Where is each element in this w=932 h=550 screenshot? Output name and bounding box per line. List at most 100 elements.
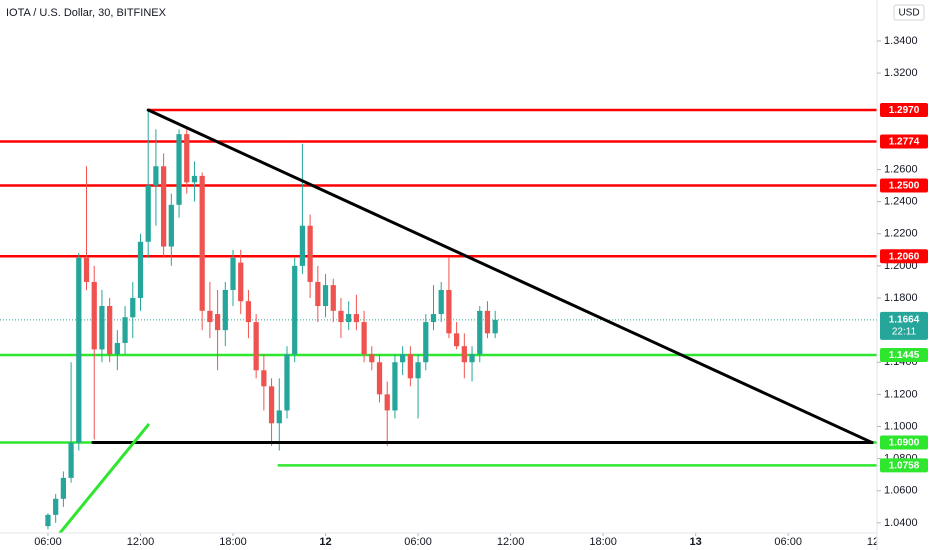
candle-body bbox=[214, 314, 221, 331]
candle-body bbox=[191, 175, 198, 183]
candle-body bbox=[137, 241, 144, 298]
candle-body bbox=[430, 314, 437, 323]
candle-body bbox=[284, 354, 290, 411]
countdown-label: 22:11 bbox=[892, 326, 917, 337]
candle-body bbox=[91, 281, 97, 350]
candle-body bbox=[168, 204, 174, 247]
level-price-label: 1.2060 bbox=[889, 251, 920, 262]
candle-body bbox=[299, 225, 306, 266]
currency-label[interactable]: USD bbox=[898, 8, 919, 19]
candle-body bbox=[99, 306, 105, 350]
candle-body bbox=[238, 262, 244, 302]
y-tick-label: 1.1800 bbox=[884, 292, 918, 304]
candle-body bbox=[407, 354, 413, 379]
candle-body bbox=[60, 477, 67, 499]
candle-body bbox=[484, 310, 491, 334]
candle-body bbox=[268, 386, 275, 424]
last-price-box bbox=[880, 311, 928, 340]
candle-body bbox=[245, 301, 252, 323]
candle-body bbox=[492, 319, 498, 334]
y-tick-label: 1.3400 bbox=[884, 35, 918, 47]
candle-body bbox=[361, 322, 367, 355]
candle-body bbox=[199, 175, 205, 311]
y-tick-label: 1.3200 bbox=[884, 67, 918, 79]
candle-body bbox=[83, 257, 90, 282]
candle-body bbox=[222, 289, 228, 331]
candle-body bbox=[307, 225, 313, 282]
y-tick-label: 1.1200 bbox=[884, 388, 918, 400]
candle-body bbox=[107, 306, 113, 355]
level-price-box bbox=[880, 348, 928, 363]
candle-body bbox=[446, 289, 452, 334]
candle-body bbox=[261, 370, 267, 387]
level-price-label: 1.0758 bbox=[889, 461, 920, 472]
candle-body bbox=[130, 297, 136, 318]
candle-body bbox=[453, 333, 460, 347]
x-tick-label: 12:00 bbox=[497, 536, 525, 548]
level-price-label: 1.2500 bbox=[889, 181, 920, 192]
x-tick-label: 06:00 bbox=[404, 536, 432, 548]
candle-body bbox=[477, 310, 483, 355]
candle-body bbox=[376, 362, 383, 395]
candle-body bbox=[68, 442, 74, 478]
candle-body bbox=[415, 362, 421, 379]
candle-body bbox=[469, 354, 475, 363]
candle-body bbox=[400, 354, 406, 363]
y-tick-label: 1.1000 bbox=[884, 420, 918, 432]
candle-body bbox=[461, 346, 467, 363]
candle-body bbox=[369, 354, 375, 363]
candle-body bbox=[160, 166, 167, 247]
trend-line bbox=[58, 423, 150, 533]
level-price-label: 1.2970 bbox=[889, 105, 920, 116]
candle-body bbox=[145, 185, 151, 242]
x-tick-label: 18:00 bbox=[589, 536, 617, 548]
y-tick-label: 1.0400 bbox=[884, 517, 918, 529]
x-tick-label: 12:00 bbox=[867, 536, 895, 548]
candle-body bbox=[230, 257, 236, 290]
level-price-label: 1.2774 bbox=[889, 137, 920, 148]
y-tick-label: 1.2600 bbox=[884, 163, 918, 175]
level-price-label: 1.0900 bbox=[889, 438, 920, 449]
candle-body bbox=[176, 134, 182, 205]
candle-body bbox=[276, 410, 282, 424]
level-price-box bbox=[880, 103, 928, 118]
x-tick-label: 06:00 bbox=[774, 536, 802, 548]
level-price-label: 1.1445 bbox=[889, 350, 920, 361]
y-tick-label: 1.0600 bbox=[884, 485, 918, 497]
candle-body bbox=[184, 134, 190, 183]
candle-body bbox=[76, 257, 82, 443]
level-price-box bbox=[880, 249, 928, 264]
candle-body bbox=[384, 394, 390, 411]
candle-body bbox=[53, 498, 59, 515]
last-price-label: 1.1664 bbox=[889, 314, 920, 325]
candle-body bbox=[253, 322, 259, 371]
candle-body bbox=[338, 310, 344, 323]
candle-body bbox=[207, 310, 213, 323]
x-tick-label: 12:00 bbox=[127, 536, 155, 548]
level-price-box bbox=[880, 435, 928, 450]
x-tick-label: 12 bbox=[319, 536, 331, 548]
candle-body bbox=[292, 265, 298, 355]
candle-body bbox=[353, 314, 360, 323]
plot-area bbox=[0, 108, 877, 533]
candle-body bbox=[114, 342, 120, 355]
x-tick-label: 13 bbox=[690, 536, 702, 548]
candle-body bbox=[346, 314, 352, 323]
y-tick-label: 1.2400 bbox=[884, 196, 918, 208]
candle-body bbox=[315, 281, 321, 307]
x-tick-label: 06:00 bbox=[34, 536, 62, 548]
currency-button[interactable] bbox=[893, 4, 925, 21]
candle-body bbox=[153, 166, 159, 186]
candle-body bbox=[423, 322, 429, 363]
candle-body bbox=[330, 285, 336, 311]
candle-body bbox=[438, 289, 444, 315]
candle-body bbox=[322, 285, 329, 307]
level-price-box bbox=[880, 458, 928, 473]
level-price-box bbox=[880, 178, 928, 193]
chart-title: IOTA / U.S. Dollar, 30, BITFINEX bbox=[6, 7, 167, 19]
price-axis-panel bbox=[877, 0, 932, 550]
trend-line bbox=[146, 108, 874, 445]
level-price-box bbox=[880, 134, 928, 149]
price-axis: 1.34001.32001.26001.24001.22001.20001.18… bbox=[877, 35, 928, 529]
